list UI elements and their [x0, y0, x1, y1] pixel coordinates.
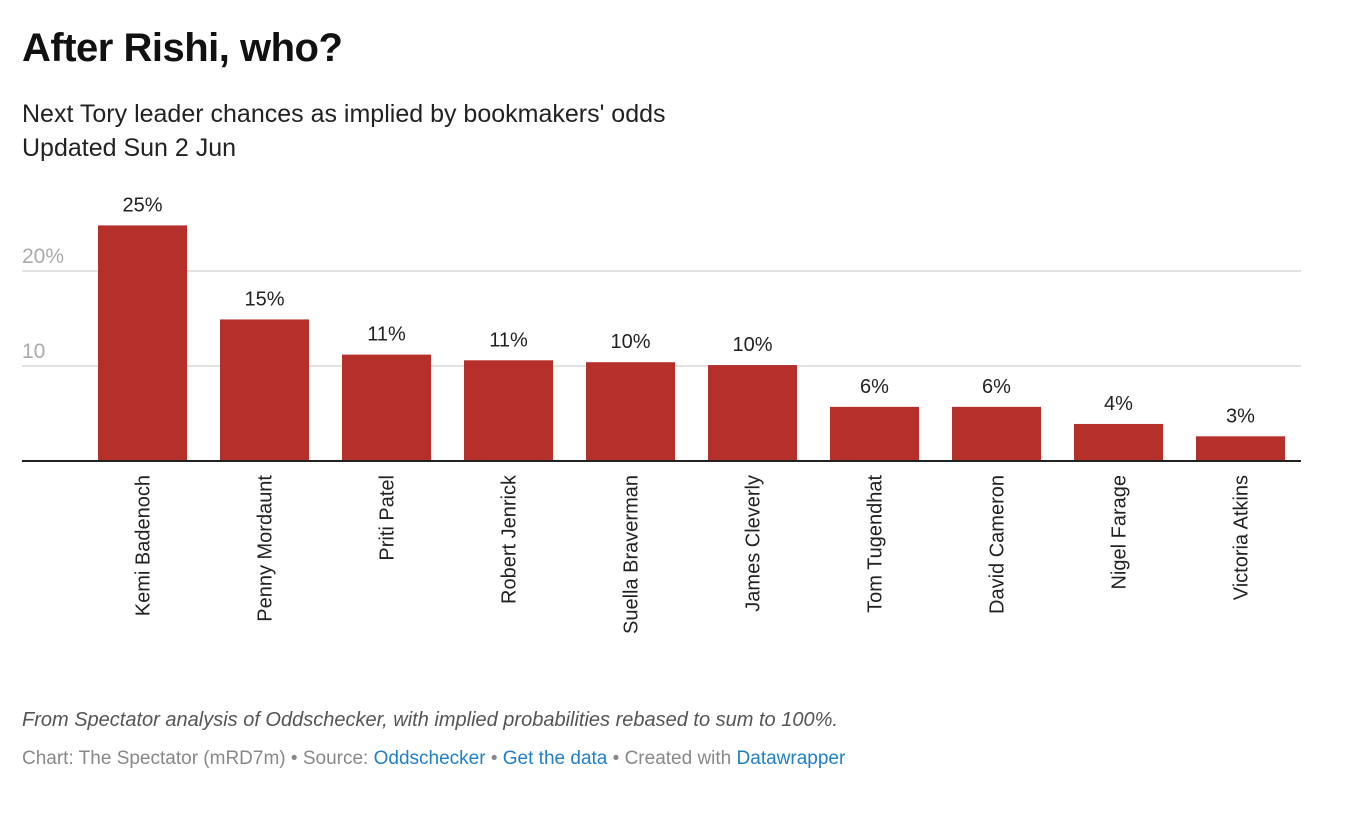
bar	[708, 365, 797, 461]
x-tick-label: Penny Mordaunt	[255, 475, 277, 622]
data-label: 4%	[1104, 393, 1133, 415]
bar	[220, 319, 309, 461]
y-tick-label: 20%	[22, 245, 64, 268]
x-tick-label: Victoria Atkins	[1231, 475, 1253, 600]
chart-title: After Rishi, who?	[22, 26, 343, 70]
data-label: 11%	[367, 324, 406, 346]
created-with-label: Created with	[624, 748, 737, 769]
bar	[1074, 423, 1163, 461]
data-label: 15%	[244, 288, 284, 310]
chart-credits: Chart: The Spectator (mRD7m) • Source: O…	[22, 748, 845, 770]
data-label: 10%	[610, 331, 650, 353]
x-tick-label: Nigel Farage	[1109, 475, 1131, 590]
bar	[342, 354, 431, 461]
separator: •	[607, 748, 625, 769]
bar	[464, 360, 553, 461]
x-tick-label: James Cleverly	[743, 475, 765, 612]
chart-subtitle: Next Tory leader chances as implied by b…	[22, 100, 666, 128]
bar	[952, 406, 1041, 461]
x-tick-label: Kemi Badenoch	[133, 475, 155, 616]
y-tick-label: 10	[22, 340, 45, 363]
data-label: 10%	[732, 334, 772, 356]
source-label: Source:	[302, 748, 374, 769]
get-data-link[interactable]: Get the data	[502, 748, 608, 769]
x-tick-label: Tom Tugendhat	[865, 475, 887, 613]
x-tick-label: David Cameron	[987, 475, 1009, 614]
data-label: 6%	[982, 376, 1011, 398]
x-tick-label: Priti Patel	[377, 475, 399, 561]
data-label: 11%	[489, 329, 528, 351]
bar	[98, 225, 187, 461]
separator: •	[485, 748, 503, 769]
data-label: 3%	[1226, 405, 1255, 427]
source-link[interactable]: Oddschecker	[373, 748, 486, 769]
data-label: 6%	[860, 376, 889, 398]
updated-date: Updated Sun 2 Jun	[22, 134, 237, 162]
bar-chart: 10 20% 25% Kemi Badenoch 15% Penny Mordaunt 11…	[22, 194, 1301, 634]
chart-credit: Chart: The Spectator (mRD7m)	[22, 748, 286, 769]
x-tick-label: Robert Jenrick	[499, 474, 521, 604]
chart-note: From Spectator analysis of Oddschecker, …	[22, 709, 838, 731]
datawrapper-link[interactable]: Datawrapper	[736, 748, 846, 769]
bar	[830, 406, 919, 461]
bar	[586, 362, 675, 461]
x-tick-label: Suella Braverman	[621, 475, 643, 634]
separator: •	[285, 748, 303, 769]
bar	[1196, 436, 1285, 461]
data-label: 25%	[122, 194, 162, 216]
